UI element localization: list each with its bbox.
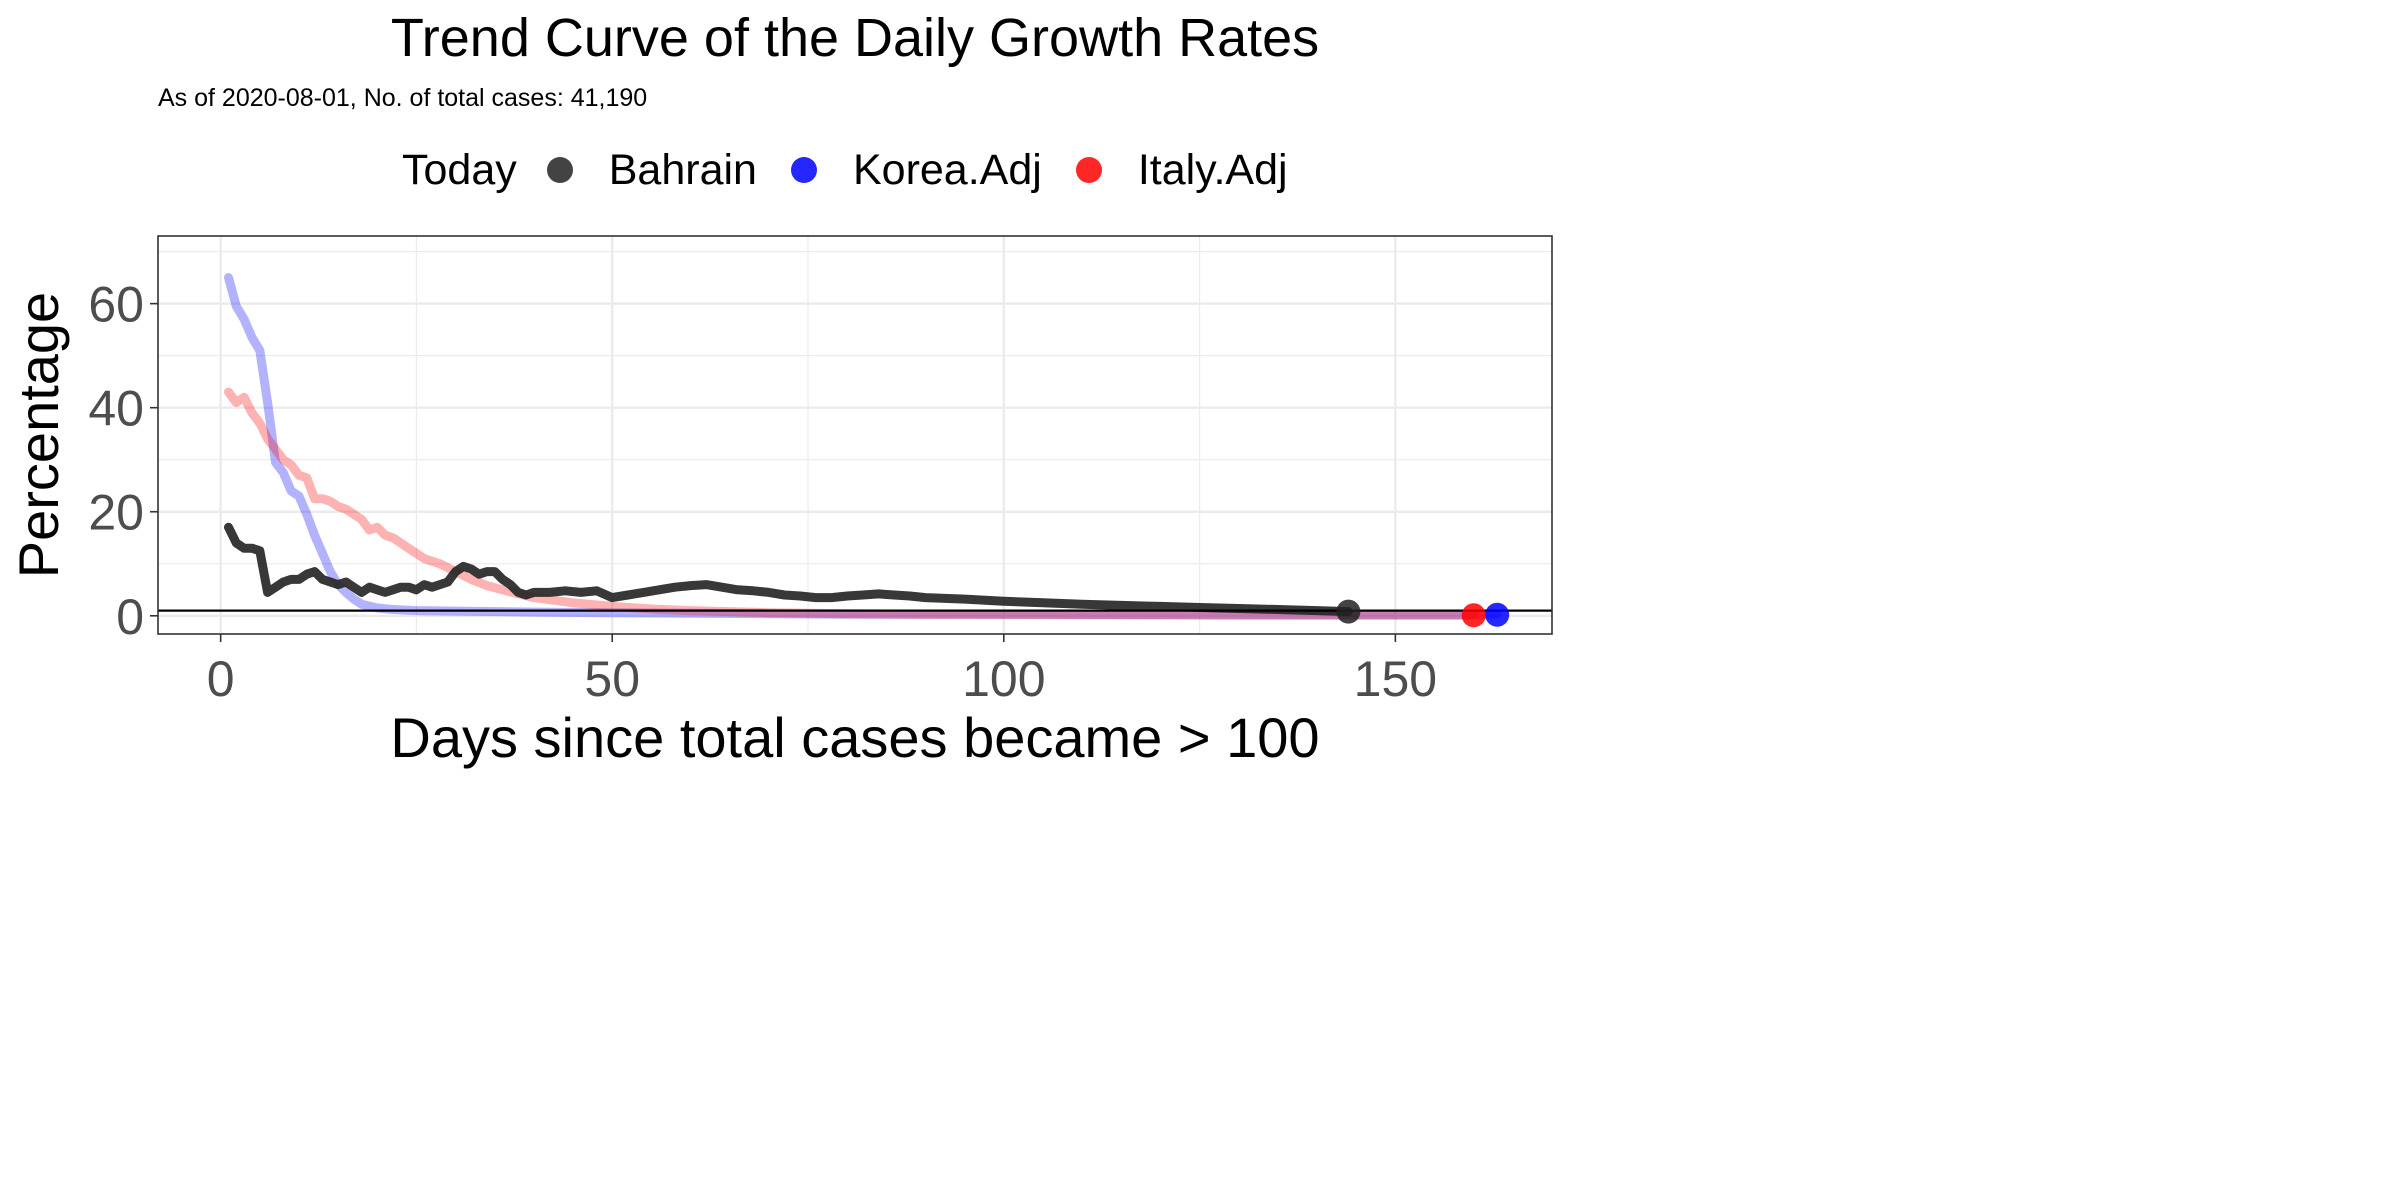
chart-title: Trend Curve of the Daily Growth Rates xyxy=(390,8,1320,68)
legend-dot-korea xyxy=(790,157,817,183)
x-tick-label: 100 xyxy=(962,651,1045,707)
y-tick-label: 40 xyxy=(88,381,144,437)
line-chart: 0 50 100 150 0 20 40 60 Days since total cases … xyxy=(7,235,1553,769)
legend-item-italy: Italy.Adj xyxy=(1075,145,1288,195)
today-point-italy-adj xyxy=(1461,603,1486,628)
x-axis-title: Days since total cases became > 100 xyxy=(390,706,1319,769)
legend-dot-italy xyxy=(1075,157,1102,183)
series-line-bahrain xyxy=(224,522,1353,617)
x-tick-label: 150 xyxy=(1354,651,1437,707)
plot-frame xyxy=(157,235,1553,635)
today-point-korea-adj xyxy=(1485,602,1510,627)
chart-subtitle: As of 2020-08-01, No. of total cases: 41… xyxy=(158,84,648,112)
grid xyxy=(158,236,1552,634)
x-tick-label: 50 xyxy=(584,651,640,707)
legend-dot-bahrain xyxy=(546,157,573,183)
axes: 0 50 100 150 0 20 40 60 xyxy=(88,277,1437,707)
legend-title: Today xyxy=(402,145,517,194)
panel-border xyxy=(157,235,1553,635)
legend-label-korea: Korea.Adj xyxy=(852,145,1042,194)
series-line-italy-adj xyxy=(224,387,1479,620)
series-layer xyxy=(158,273,1552,628)
y-tick-label: 20 xyxy=(88,485,144,541)
legend-label-bahrain: Bahrain xyxy=(608,145,757,194)
legend-item-korea: Korea.Adj xyxy=(790,145,1076,195)
y-tick-label: 60 xyxy=(88,277,144,333)
legend-item-bahrain: Bahrain xyxy=(546,145,791,195)
x-tick-label: 0 xyxy=(207,651,235,707)
legend-label-italy: Italy.Adj xyxy=(1137,145,1288,194)
y-axis-title: Percentage xyxy=(7,292,70,578)
today-point-bahrain xyxy=(1336,599,1361,624)
series-line-korea-adj xyxy=(224,273,1502,620)
legend: Today Bahrain Korea.Adj Italy.Adj xyxy=(402,140,1288,200)
y-tick-label: 0 xyxy=(116,589,144,645)
